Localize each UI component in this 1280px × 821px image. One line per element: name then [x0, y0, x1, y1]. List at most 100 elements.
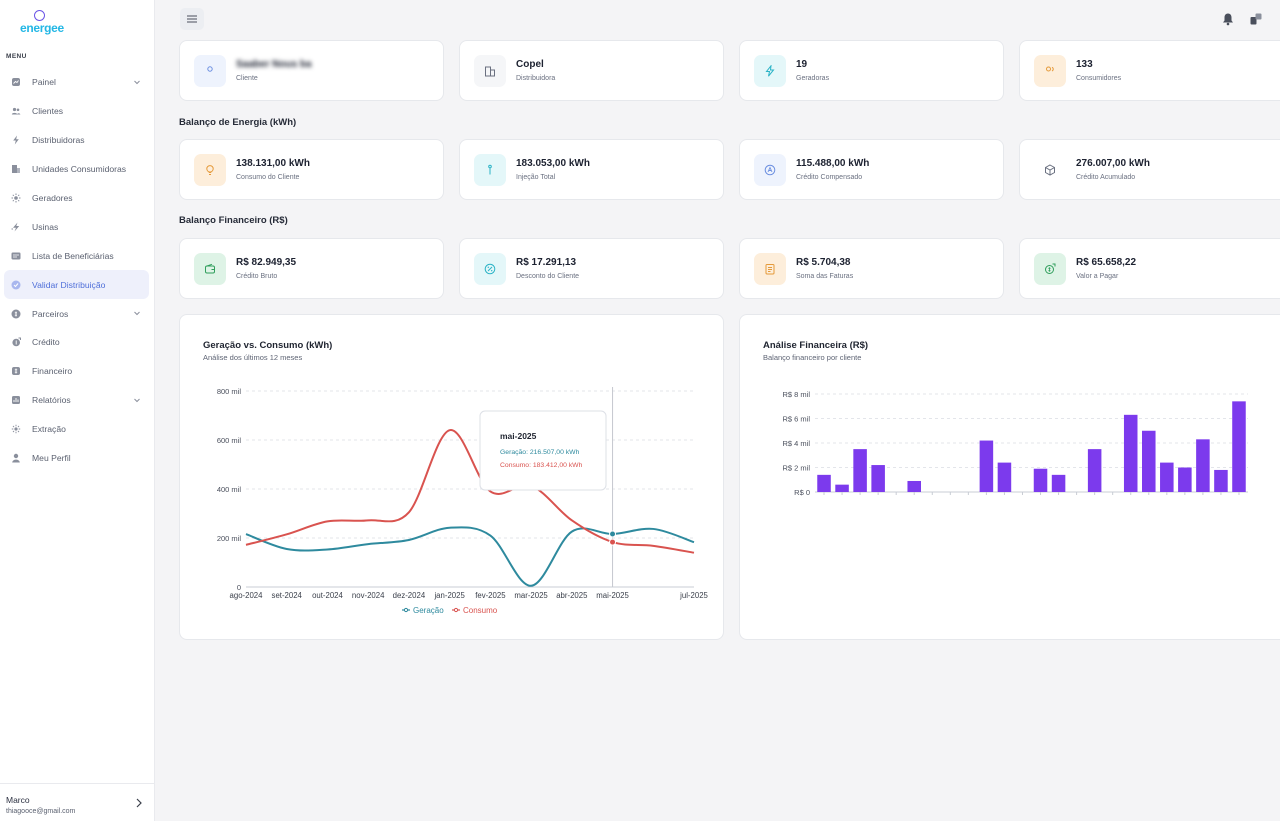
bar-chart[interactable]: R$ 0 R$ 2 mil R$ 4 mil R$ 6 mil R$ 8 mil: [740, 315, 1280, 641]
credit-icon: [10, 336, 22, 348]
sidebar-item-clientes[interactable]: Clientes: [4, 97, 149, 126]
stat-label: Desconto do Cliente: [516, 273, 580, 280]
sidebar-item-validar-distribuicao[interactable]: Validar Distribuição: [4, 270, 149, 300]
bell-icon[interactable]: [1221, 12, 1235, 26]
sidebar-item-label: Crédito: [32, 337, 60, 348]
stat-label: Distribuidora: [516, 75, 556, 82]
badge-icon: [754, 154, 786, 186]
y-tick-label: 0: [237, 583, 241, 592]
bar[interactable]: [1087, 449, 1102, 492]
hover-point: [609, 530, 617, 538]
wallet-icon: [194, 253, 226, 285]
x-tick-label: set-2024: [272, 591, 303, 600]
user-panel[interactable]: Marco thiagooce@gmail.com: [0, 783, 155, 821]
chevron-down-icon[interactable]: [133, 78, 141, 86]
chevron-right-icon[interactable]: [135, 798, 143, 808]
stat-value: 19: [796, 59, 808, 70]
user-name: Marco: [6, 795, 30, 805]
sidebar-item-geradores[interactable]: Geradores: [4, 184, 149, 213]
line-chart[interactable]: 0 200 mil 400 mil 600 mil 800 mil ago-2024 set…: [180, 315, 725, 641]
bar[interactable]: [1123, 414, 1138, 492]
coin-icon: [10, 308, 22, 320]
sidebar-item-lista-de-beneficiarias[interactable]: Lista de Beneficiárias: [4, 241, 149, 270]
stat-card: 133 Consumidores: [1019, 40, 1280, 101]
apps-icon[interactable]: [1249, 12, 1263, 26]
logo-mark: [34, 10, 45, 21]
bar[interactable]: [1033, 468, 1048, 492]
chart-tooltip: mai-2025 Geração: 216.507,00 kWh Consumo: …: [479, 410, 607, 491]
bar[interactable]: [1214, 469, 1228, 492]
series-line-consumo: [245, 429, 695, 554]
stat-value: R$ 82.949,35: [236, 257, 297, 268]
sidebar-item-label: Financeiro: [32, 366, 73, 377]
y-tick-label: 200 mil: [217, 534, 242, 543]
stat-label: Crédito Acumulado: [1076, 174, 1136, 181]
sidebar-item-relatorios[interactable]: Relatórios: [4, 386, 149, 415]
bar[interactable]: [1178, 467, 1192, 493]
sidebar-item-label: Distribuidoras: [32, 135, 85, 146]
bar[interactable]: [1142, 430, 1156, 492]
bar[interactable]: [997, 462, 1012, 492]
x-tick-label: dez-2024: [393, 591, 426, 600]
stat-card: 183.053,00 kWh Injeção Total: [459, 139, 724, 200]
stat-value: 276.007,00 kWh: [1076, 158, 1150, 169]
sidebar-item-parceiros[interactable]: Parceiros: [4, 299, 149, 328]
x-tick-label: mai-2025: [596, 591, 629, 600]
bar[interactable]: [835, 484, 849, 492]
chevron-down-icon[interactable]: [133, 309, 141, 317]
stat-label: Cliente: [236, 75, 258, 82]
legend-marker-dot: [403, 607, 409, 613]
stat-label: Injeção Total: [516, 174, 556, 181]
sidebar-item-label: Usinas: [32, 221, 59, 232]
stat-card: R$ 5.704,38 Soma das Faturas: [739, 238, 1004, 299]
logo[interactable]: energee: [20, 10, 64, 35]
bar[interactable]: [1160, 462, 1174, 492]
bar[interactable]: [979, 440, 994, 492]
stat-label: Soma das Faturas: [796, 273, 854, 280]
bar-chart-subtitle: Balanço financeiro por cliente: [763, 353, 862, 362]
bar[interactable]: [871, 465, 885, 492]
legend: Geração Consumo: [402, 606, 498, 615]
bar[interactable]: [1051, 474, 1066, 492]
users-outline-icon: [1034, 55, 1066, 87]
tooltip-line-consumption: Consumo: 183.412,00 kWh: [500, 462, 583, 469]
sidebar-item-unidades-consumidoras[interactable]: Unidades Consumidoras: [4, 155, 149, 184]
menu-toggle-button[interactable]: [180, 8, 204, 30]
chart-icon: [10, 76, 22, 88]
sidebar-item-label: Lista de Beneficiárias: [32, 250, 114, 261]
sidebar-item-meu-perfil[interactable]: Meu Perfil: [4, 444, 149, 473]
sidebar-item-painel[interactable]: Painel: [4, 68, 149, 97]
stat-card: 138.131,00 kWh Consumo do Cliente: [179, 139, 444, 200]
user-outline-icon: [194, 55, 226, 87]
line-chart-card: Geração vs. Consumo (kWh) Análise dos úl…: [179, 314, 724, 640]
bar[interactable]: [817, 474, 831, 492]
sidebar-item-label: Meu Perfil: [32, 453, 71, 464]
stat-card: R$ 17.291,13 Desconto do Cliente: [459, 238, 724, 299]
sidebar-item-distribuidoras[interactable]: Distribuidoras: [4, 126, 149, 155]
bar[interactable]: [1232, 401, 1246, 492]
sidebar-item-financeiro[interactable]: Financeiro: [4, 357, 149, 386]
anchor-icon: [474, 154, 506, 186]
bar[interactable]: [1196, 439, 1210, 492]
sidebar-item-usinas[interactable]: Usinas: [4, 212, 149, 241]
tooltip-line-generation: Geração: 216.507,00 kWh: [500, 449, 580, 456]
bolt-outline-icon: [754, 55, 786, 87]
stat-label: Crédito Bruto: [236, 273, 278, 280]
y-tick-label: R$ 4 mil: [782, 439, 810, 448]
sidebar-item-credito[interactable]: Crédito: [4, 328, 149, 357]
sidebar-item-label: Clientes: [32, 106, 64, 117]
bar[interactable]: [853, 449, 867, 492]
chevron-down-icon[interactable]: [133, 396, 141, 404]
x-tick-label: nov-2024: [352, 591, 385, 600]
logo-text: energee: [20, 21, 64, 35]
stat-label: Consumidores: [1076, 75, 1122, 82]
sidebar-item-label: Extração: [32, 424, 66, 435]
stat-value: R$ 17.291,13: [516, 257, 577, 268]
stat-label: Consumo do Cliente: [236, 174, 300, 181]
bar[interactable]: [907, 480, 921, 492]
tooltip-box: [479, 410, 607, 491]
sidebar-nav: Painel Clientes Distribuidoras Unidades Con…: [0, 68, 155, 472]
stat-value: R$ 5.704,38: [796, 257, 851, 268]
sidebar-item-extracao[interactable]: Extração: [4, 415, 149, 444]
y-tick-label: 400 mil: [217, 485, 242, 494]
